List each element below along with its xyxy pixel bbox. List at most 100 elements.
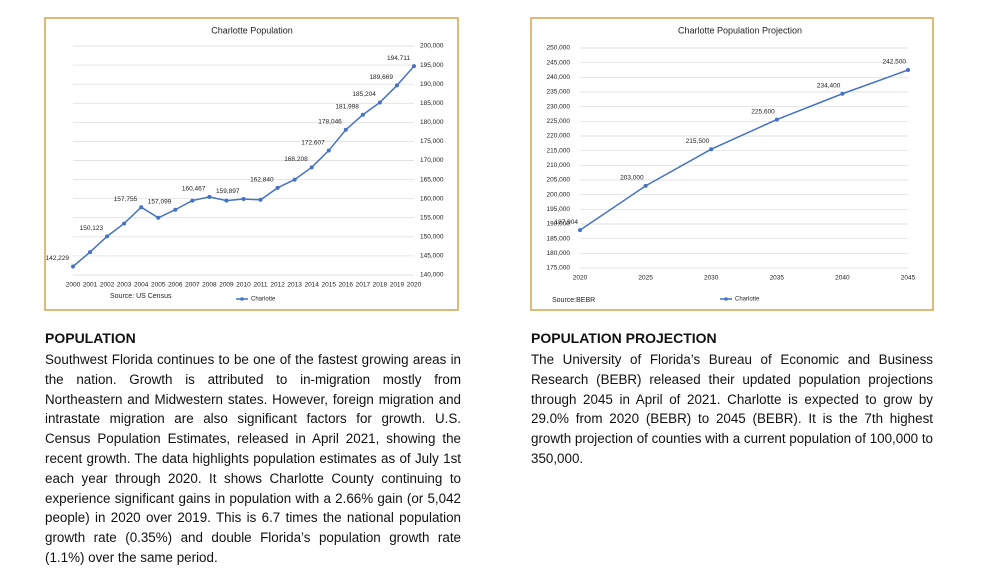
y-tick-label: 170,000 — [420, 157, 444, 164]
y-tick-label: 195,000 — [420, 62, 444, 69]
y-tick-label: 175,000 — [420, 138, 444, 145]
x-tick-label: 2002 — [100, 282, 115, 289]
data-point — [71, 264, 75, 269]
x-tick-label: 2014 — [304, 282, 319, 289]
chart-source: Source:BEBR — [552, 297, 595, 304]
chart-title: Charlotte Population — [211, 25, 293, 35]
data-point — [173, 207, 178, 212]
data-point — [578, 228, 582, 233]
data-label: 142,229 — [46, 255, 70, 262]
data-point — [241, 197, 246, 202]
legend-label: Charlotte — [251, 297, 276, 303]
x-tick-label: 2016 — [339, 282, 354, 289]
y-tick-label: 200,000 — [420, 43, 444, 50]
section-heading: POPULATION PROJECTION — [531, 330, 717, 346]
chart-source: Source: US Census — [110, 293, 172, 300]
section: POPULATION Southwest Florida continues t… — [45, 330, 461, 568]
data-label: 189,669 — [369, 74, 393, 81]
data-point — [156, 215, 161, 220]
data-label: 178,046 — [318, 119, 342, 126]
data-point — [343, 127, 348, 132]
y-tick-label: 210,000 — [547, 162, 571, 169]
x-tick-label: 2001 — [83, 282, 98, 289]
data-point — [906, 68, 910, 72]
data-label: 187,904 — [555, 219, 579, 226]
x-tick-label: 2030 — [704, 275, 719, 282]
x-tick-label: 2013 — [287, 282, 302, 289]
chart-frame — [530, 17, 934, 311]
data-label: 203,000 — [620, 175, 644, 182]
x-tick-label: 2012 — [270, 282, 285, 289]
data-point — [840, 91, 845, 96]
data-point — [309, 165, 314, 170]
data-label: 150,123 — [80, 225, 104, 232]
data-point — [105, 234, 110, 239]
data-point — [207, 194, 212, 199]
data-label: 157,755 — [114, 196, 138, 203]
legend-marker — [240, 297, 244, 301]
chart-frame — [44, 17, 459, 311]
data-label: 181,998 — [335, 103, 359, 110]
y-tick-label: 195,000 — [547, 206, 571, 213]
y-tick-label: 245,000 — [547, 59, 571, 66]
y-tick-label: 205,000 — [547, 177, 571, 184]
data-point — [360, 112, 365, 117]
data-point — [258, 197, 263, 202]
data-point — [377, 100, 382, 105]
x-tick-label: 2006 — [168, 282, 183, 289]
y-tick-label: 200,000 — [547, 191, 571, 198]
y-tick-label: 160,000 — [420, 195, 444, 202]
x-tick-label: 2003 — [117, 282, 132, 289]
x-tick-label: 2005 — [151, 282, 166, 289]
y-tick-label: 150,000 — [420, 234, 444, 241]
data-point — [139, 205, 144, 210]
series-line — [579, 69, 909, 231]
section-body: Southwest Florida continues to be one of… — [45, 352, 461, 565]
data-point — [224, 198, 229, 203]
x-tick-label: 2008 — [202, 282, 217, 289]
data-label: 160,467 — [182, 186, 206, 193]
data-label: 234,400 — [817, 82, 841, 89]
data-label: 242,500 — [883, 59, 907, 66]
x-tick-label: 2019 — [390, 282, 405, 289]
x-tick-label: 2025 — [638, 275, 653, 282]
data-point — [275, 185, 280, 190]
y-tick-label: 185,000 — [547, 235, 571, 242]
data-point — [412, 64, 416, 69]
y-tick-label: 190,000 — [547, 221, 571, 228]
y-tick-label: 155,000 — [420, 214, 444, 221]
data-point — [394, 83, 399, 88]
data-label: 172,607 — [301, 139, 325, 146]
section-heading: POPULATION — [45, 330, 136, 346]
data-point — [190, 198, 195, 203]
data-label: 225,600 — [751, 108, 775, 115]
data-point — [774, 117, 779, 122]
x-tick-label: 2010 — [236, 282, 251, 289]
x-tick-label: 2004 — [134, 282, 149, 289]
y-tick-label: 180,000 — [420, 119, 444, 126]
legend-label: Charlotte — [735, 297, 760, 303]
section-body: The University of Florida’s Bureau of Ec… — [531, 352, 933, 466]
x-tick-label: 2007 — [185, 282, 200, 289]
data-point — [326, 148, 331, 153]
section: POPULATION PROJECTION The University of … — [531, 330, 933, 469]
x-tick-label: 2015 — [322, 282, 337, 289]
data-label: 215,500 — [686, 138, 710, 145]
charts: Charlotte Population 140,000 145,000 150,00… — [44, 17, 934, 311]
x-tick-label: 2040 — [835, 275, 850, 282]
data-label: 168,208 — [284, 156, 308, 163]
data-point — [709, 147, 714, 152]
y-tick-label: 250,000 — [547, 45, 571, 52]
y-tick-label: 190,000 — [420, 81, 444, 88]
x-tick-label: 2009 — [219, 282, 234, 289]
x-tick-label: 2000 — [66, 282, 81, 289]
data-point — [643, 183, 648, 188]
x-tick-label: 2020 — [407, 282, 422, 289]
y-tick-label: 215,000 — [547, 147, 571, 154]
data-label: 194,711 — [387, 55, 410, 62]
data-label: 162,840 — [250, 177, 274, 184]
x-tick-label: 2018 — [373, 282, 388, 289]
legend-marker — [724, 297, 728, 301]
data-point — [292, 177, 297, 182]
